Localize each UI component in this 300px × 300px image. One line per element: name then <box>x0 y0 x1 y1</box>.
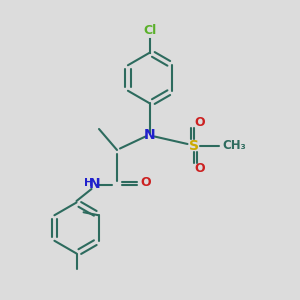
Text: O: O <box>194 116 205 129</box>
Text: N: N <box>89 178 100 191</box>
Text: N: N <box>144 128 156 142</box>
Text: O: O <box>194 162 205 176</box>
Text: H: H <box>84 178 93 188</box>
Text: Cl: Cl <box>143 24 157 37</box>
Text: S: S <box>188 139 199 152</box>
Text: O: O <box>141 176 152 190</box>
Text: CH₃: CH₃ <box>222 139 246 152</box>
